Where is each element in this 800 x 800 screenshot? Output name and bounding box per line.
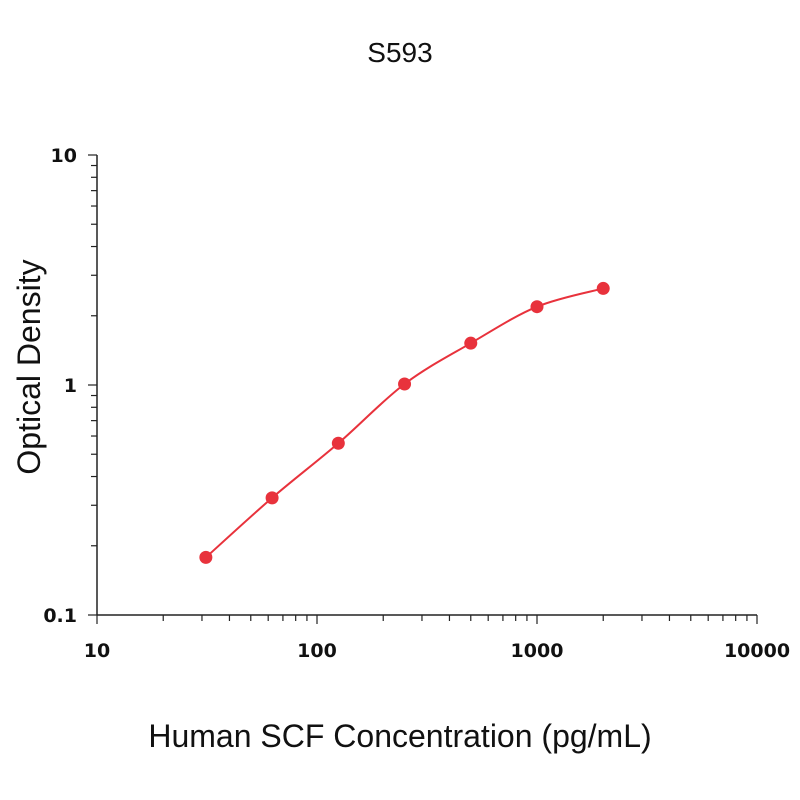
data-point xyxy=(530,300,544,314)
tick-marks xyxy=(88,154,758,624)
x-axis-label: Human SCF Concentration (pg/mL) xyxy=(148,718,651,754)
y-tick-label: 1 xyxy=(64,375,77,397)
data-point xyxy=(265,491,279,505)
tick-labels: 10 100 1000 10000 0.1 1 10 xyxy=(43,145,790,662)
data-point xyxy=(331,436,345,450)
x-tick-label: 100 xyxy=(297,640,337,662)
data-point xyxy=(596,281,610,295)
chart-title: S593 xyxy=(367,37,432,68)
y-tick-label: 0.1 xyxy=(43,605,77,627)
x-tick-label: 1000 xyxy=(511,640,564,662)
axes xyxy=(96,155,757,616)
fit-curve xyxy=(205,287,604,559)
data-point xyxy=(199,550,213,564)
x-tick-label: 10000 xyxy=(724,640,790,662)
data-point xyxy=(464,336,478,350)
y-tick-label: 10 xyxy=(51,145,77,167)
x-tick-label: 10 xyxy=(84,640,110,662)
y-axis-label: Optical Density xyxy=(11,259,47,474)
data-point xyxy=(398,377,412,391)
data-points xyxy=(199,281,610,564)
